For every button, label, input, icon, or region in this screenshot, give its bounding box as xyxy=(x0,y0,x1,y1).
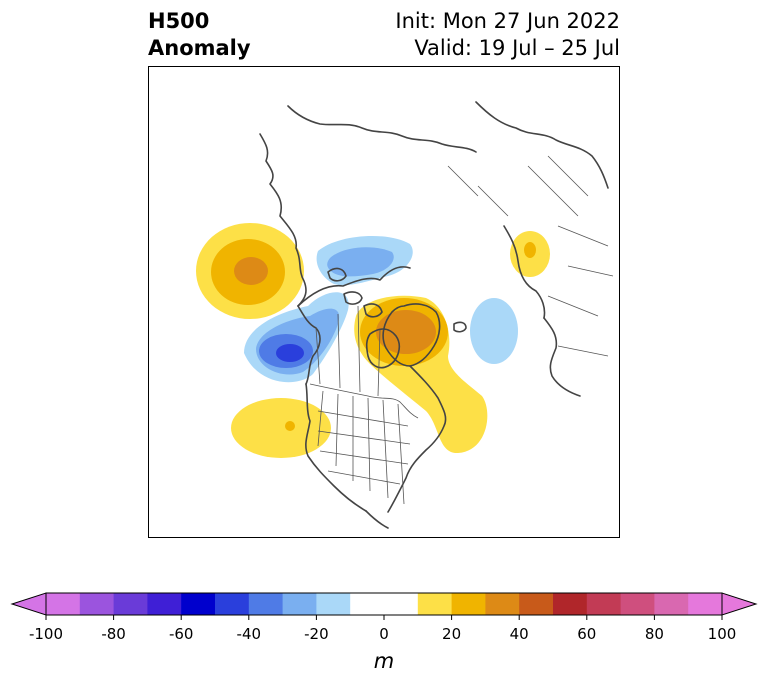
valid-range: Valid: 19 Jul – 25 Jul xyxy=(414,36,620,60)
coast-alaska xyxy=(259,133,307,307)
colorbar-tick-label: -100 xyxy=(29,625,63,643)
colorbar-extend-high xyxy=(721,592,758,616)
colorbar-tick-label: 0 xyxy=(379,625,389,643)
anomaly-map xyxy=(148,66,620,538)
title-variable: H500 xyxy=(148,9,210,33)
colorbar-segment xyxy=(451,593,486,615)
colorbar-tick-label: 80 xyxy=(645,625,664,643)
border-us-states xyxy=(317,390,411,505)
colorbar-segment xyxy=(46,593,81,615)
border-eurasia xyxy=(447,155,614,357)
ridge-gulf-of-alaska-40 xyxy=(234,257,268,285)
coast-scandinavia xyxy=(503,225,546,319)
coast-archipelago-2 xyxy=(363,303,383,318)
colorbar-segment xyxy=(620,593,655,615)
trough-west-canada-40 xyxy=(276,344,304,362)
coast-labrador xyxy=(387,365,447,513)
coast-bc xyxy=(297,305,321,385)
colorbar-ticks: -100 -80 -60 -40 -20 0 20 40 60 80 100 xyxy=(29,615,736,643)
coast-siberia xyxy=(287,105,477,153)
coast-arctic-canada xyxy=(297,266,411,307)
coast-greenland xyxy=(382,303,441,367)
init-date: Init: Mon 27 Jun 2022 xyxy=(395,9,620,33)
colorbar-segment xyxy=(113,593,148,615)
coast-russia-arctic xyxy=(475,101,609,189)
colorbar-tick-label: -20 xyxy=(304,625,329,643)
borders xyxy=(309,155,614,505)
colorbar-tick-label: -60 xyxy=(169,625,194,643)
title-type: Anomaly xyxy=(148,36,251,60)
coastlines xyxy=(259,101,609,529)
coast-us-west xyxy=(305,383,367,512)
colorbar-segment xyxy=(485,593,520,615)
colorbar-segment xyxy=(215,593,250,615)
colorbar-tick-label: -80 xyxy=(101,625,126,643)
coast-mexico xyxy=(365,510,389,529)
colorbar-segment xyxy=(282,593,317,615)
colorbar-unit: m xyxy=(374,649,394,673)
ridge-west-coast-30 xyxy=(285,421,295,431)
colorbar-extend-low xyxy=(10,592,47,616)
trough-north-atlantic-10 xyxy=(470,298,518,364)
coast-europe xyxy=(543,317,581,397)
coast-iceland xyxy=(453,321,467,333)
colorbar-segment xyxy=(181,593,216,615)
colorbar-segment xyxy=(586,593,622,615)
colorbar: -100 -80 -60 -40 -20 0 20 40 60 80 100 m xyxy=(10,592,758,673)
colorbar-tick-label: -40 xyxy=(237,625,262,643)
colorbar-tick-label: 20 xyxy=(442,625,461,643)
colorbar-segment xyxy=(248,593,284,615)
colorbar-segment xyxy=(147,593,182,615)
title-left: H500 Anomaly xyxy=(148,8,251,62)
trough-arctic-20 xyxy=(327,247,394,277)
colorbar-segment xyxy=(79,593,115,615)
colorbar-segment xyxy=(688,593,723,615)
colorbar-segment xyxy=(519,593,554,615)
colorbar-segment xyxy=(417,593,453,615)
ridge-greenland-40 xyxy=(376,310,436,354)
coast-archipelago-3 xyxy=(327,267,347,282)
colorbar-tick-label: 100 xyxy=(708,625,737,643)
colorbar-segment xyxy=(553,593,588,615)
colorbar-segment xyxy=(350,593,419,615)
title-right: Init: Mon 27 Jun 2022 Valid: 19 Jul – 25… xyxy=(395,8,620,62)
colorbar-tick-label: 60 xyxy=(577,625,596,643)
map-frame xyxy=(148,66,620,538)
ridge-west-coast-20 xyxy=(231,398,331,458)
colorbar-segment xyxy=(654,593,689,615)
coast-hudson-bay xyxy=(365,328,400,369)
colorbar-segments xyxy=(10,592,758,616)
border-us-canada xyxy=(309,383,419,419)
ridge-scandinavia-30 xyxy=(524,242,536,258)
colorbar-tick-label: 40 xyxy=(510,625,529,643)
coast-archipelago-1 xyxy=(343,291,363,305)
border-canada-provinces xyxy=(315,305,381,397)
colorbar-segment xyxy=(316,593,351,615)
